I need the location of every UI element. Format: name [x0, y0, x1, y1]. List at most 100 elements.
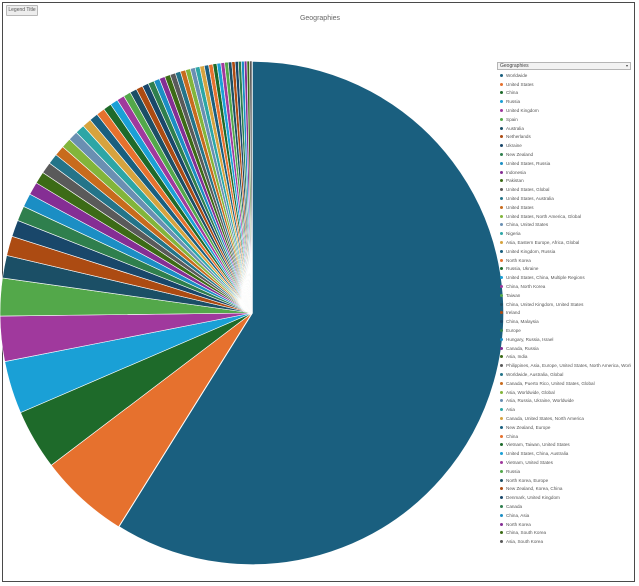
- legend-list: Worldwide United States China Russia United …: [499, 71, 631, 551]
- legend-label: Vietnam, United States: [506, 459, 553, 465]
- legend-item[interactable]: United States: [499, 203, 631, 212]
- legend-item[interactable]: Philippines, Asia, Europe, United States…: [499, 361, 631, 370]
- pie-slice[interactable]: [117, 60, 505, 566]
- legend-swatch: [500, 434, 503, 438]
- legend-item[interactable]: Canada: [499, 502, 631, 511]
- legend-label: China: [506, 433, 519, 439]
- legend-swatch: [500, 355, 503, 359]
- legend-item[interactable]: United States, Global: [499, 185, 631, 194]
- legend-item[interactable]: Pakistan: [499, 177, 631, 186]
- legend-item[interactable]: New Zealand: [499, 150, 631, 159]
- legend-item[interactable]: Worldwide, Australia, Global: [499, 370, 631, 379]
- legend-swatch: [500, 329, 503, 332]
- legend-swatch: [500, 346, 503, 350]
- legend-label: Asia, South Korea: [506, 539, 544, 545]
- legend-item[interactable]: Taiwan: [499, 291, 631, 300]
- legend-swatch: [500, 320, 503, 324]
- legend-item[interactable]: Spain: [499, 115, 631, 124]
- legend-item[interactable]: China, United States: [499, 221, 631, 230]
- legend-title-button[interactable]: Legend Title: [6, 5, 38, 16]
- legend-item[interactable]: Russia, Ukraine: [499, 265, 631, 274]
- legend-label: Hungary, Russia, Israel: [506, 336, 554, 342]
- legend-label: North Korea, Europe: [506, 477, 549, 483]
- legend-swatch: [500, 170, 503, 174]
- pie-slice[interactable]: [249, 60, 253, 314]
- legend-item[interactable]: United States, China, Australia: [499, 449, 631, 458]
- legend-item[interactable]: Denmark, United Kingdom: [499, 493, 631, 502]
- legend-item[interactable]: Asia, Eastern Europe, Africa, Global: [499, 238, 631, 247]
- legend-item[interactable]: Russia: [499, 467, 631, 476]
- chart-title: Geographies: [299, 15, 341, 22]
- legend-item[interactable]: China, United Kingdom, United States: [499, 300, 631, 309]
- legend-label: Vietnam, Taiwan, United States: [506, 442, 570, 448]
- legend-label: Europe: [506, 328, 521, 333]
- legend-item[interactable]: New Zealand, Europe: [499, 423, 631, 432]
- legend-item[interactable]: New Zealand, Korea, China: [499, 484, 631, 493]
- legend-item[interactable]: United States, Russia: [499, 159, 631, 168]
- legend-label: Russia, Ukraine: [506, 266, 539, 272]
- legend-swatch: [500, 302, 503, 306]
- legend-swatch: [500, 161, 503, 165]
- legend-item[interactable]: United States: [499, 80, 631, 89]
- legend-item[interactable]: North Korea, Europe: [499, 476, 631, 485]
- legend-label: Taiwan: [506, 292, 521, 298]
- legend-item[interactable]: Nigeria: [499, 229, 631, 238]
- legend-item[interactable]: North Korea: [499, 256, 631, 265]
- legend-item[interactable]: Asia, Russia, Ukraine, Worldwide: [499, 396, 631, 405]
- legend-item[interactable]: United States, North America, Global: [499, 212, 631, 221]
- legend-item[interactable]: United States, Australia: [499, 194, 631, 203]
- legend-label: China, North Korea: [506, 284, 546, 290]
- legend-label: China, Malaysia: [506, 319, 539, 325]
- legend-item[interactable]: Ukraine: [499, 141, 631, 150]
- legend-item[interactable]: United Kingdom: [499, 106, 631, 115]
- legend-swatch: [500, 82, 503, 86]
- legend-item[interactable]: Asia, India: [499, 353, 631, 362]
- legend-item[interactable]: China: [499, 89, 631, 98]
- legend-swatch: [500, 91, 503, 95]
- legend-item[interactable]: Ireland: [499, 309, 631, 318]
- legend-label: Nigeria: [506, 231, 521, 237]
- legend-swatch: [500, 443, 503, 447]
- legend-item[interactable]: Asia: [499, 405, 631, 414]
- legend-item[interactable]: Canada, Puerto Rico, United States, Glob…: [499, 379, 631, 388]
- legend-item[interactable]: Vietnam, United States: [499, 458, 631, 467]
- legend-swatch: [500, 205, 503, 209]
- legend-swatch: [500, 425, 503, 429]
- legend-item[interactable]: Australia: [499, 124, 631, 133]
- legend-item[interactable]: China: [499, 432, 631, 441]
- legend-item[interactable]: United Kingdom, Russia: [499, 247, 631, 256]
- legend-item[interactable]: North Korea: [499, 520, 631, 529]
- legend-swatch: [500, 258, 503, 262]
- legend-swatch: [500, 452, 503, 456]
- legend-item[interactable]: Canada, Russia: [499, 344, 631, 353]
- legend-label: United States, China, Multiple Regions: [506, 275, 585, 281]
- legend-item[interactable]: Netherlands: [499, 133, 631, 142]
- legend-item[interactable]: Vietnam, Taiwan, United States: [499, 440, 631, 449]
- legend-swatch: [500, 496, 503, 500]
- legend-item[interactable]: United States, China, Multiple Regions: [499, 273, 631, 282]
- legend-item[interactable]: China, Asia: [499, 511, 631, 520]
- legend-item[interactable]: Indonesia: [499, 168, 631, 177]
- legend-item[interactable]: China, Malaysia: [499, 317, 631, 326]
- legend-item[interactable]: Worldwide: [499, 71, 631, 80]
- legend-label: Philippines, Asia, Europe, United States…: [506, 363, 631, 369]
- legend-item[interactable]: Russia: [499, 97, 631, 106]
- legend-label: United States: [506, 204, 534, 210]
- legend-item[interactable]: Hungary, Russia, Israel: [499, 335, 631, 344]
- legend-item[interactable]: China, North Korea: [499, 282, 631, 291]
- legend-swatch: [500, 285, 503, 289]
- legend-item[interactable]: China, South Korea: [499, 528, 631, 537]
- legend-label: United Kingdom, Russia: [506, 248, 556, 254]
- legend-item[interactable]: Asia, Worldwide, Global: [499, 388, 631, 397]
- legend-swatch: [500, 293, 503, 297]
- legend-item[interactable]: Canada, United States, North America: [499, 414, 631, 423]
- legend-label: Asia, India: [506, 354, 528, 360]
- legend-dropdown[interactable]: Geographies ▾: [497, 62, 631, 70]
- legend-item[interactable]: Europe: [499, 326, 631, 335]
- legend-item[interactable]: Asia, South Korea: [499, 537, 631, 546]
- legend-swatch: [500, 100, 503, 104]
- legend-label: Canada, United States, North America: [506, 415, 584, 421]
- legend-swatch: [500, 214, 503, 218]
- legend-swatch: [500, 478, 503, 482]
- legend-swatch: [500, 381, 503, 385]
